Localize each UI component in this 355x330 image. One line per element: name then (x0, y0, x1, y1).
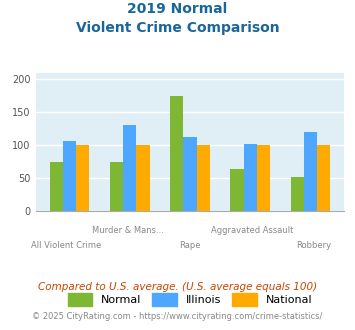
Text: Aggravated Assault: Aggravated Assault (211, 226, 293, 235)
Bar (317, 145, 330, 211)
Text: 2019 Normal: 2019 Normal (127, 2, 228, 16)
Bar (197, 145, 210, 211)
Bar (230, 169, 244, 211)
Text: Compared to U.S. average. (U.S. average equals 100): Compared to U.S. average. (U.S. average … (38, 282, 317, 292)
Text: Murder & Mans...: Murder & Mans... (92, 226, 164, 235)
Bar (290, 177, 304, 211)
Bar (304, 132, 317, 211)
Text: © 2025 CityRating.com - https://www.cityrating.com/crime-statistics/: © 2025 CityRating.com - https://www.city… (32, 312, 323, 321)
Bar (50, 162, 63, 211)
Legend: Normal, Illinois, National: Normal, Illinois, National (63, 289, 317, 311)
Bar (76, 145, 89, 211)
Bar (136, 145, 149, 211)
Text: Rape: Rape (179, 241, 201, 250)
Bar (63, 141, 76, 211)
Text: All Violent Crime: All Violent Crime (31, 241, 102, 250)
Bar (257, 145, 270, 211)
Text: Violent Crime Comparison: Violent Crime Comparison (76, 21, 279, 35)
Bar (123, 125, 136, 211)
Bar (183, 137, 197, 211)
Text: Robbery: Robbery (296, 241, 331, 250)
Bar (244, 144, 257, 211)
Bar (110, 162, 123, 211)
Bar (170, 96, 183, 211)
